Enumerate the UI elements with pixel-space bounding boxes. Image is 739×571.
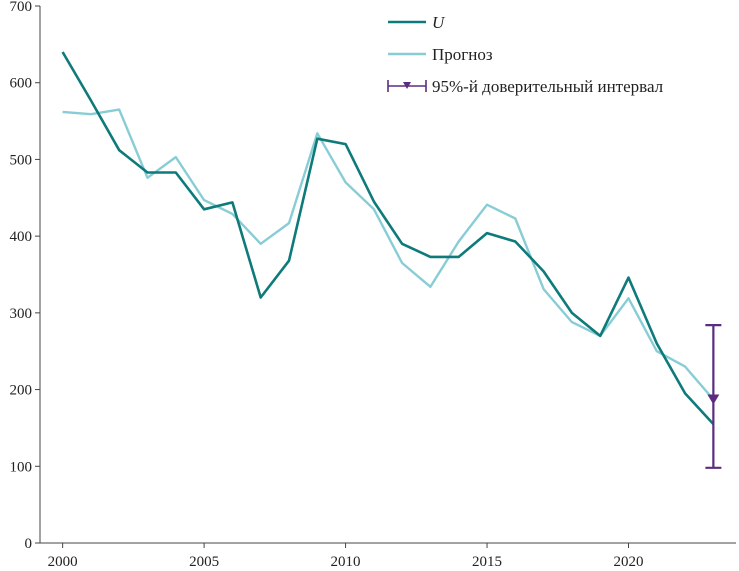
x-tick-label: 2005 <box>189 554 219 570</box>
y-tick-label: 500 <box>10 152 33 168</box>
series-layer <box>61 51 715 425</box>
legend-item-forecast: Прогноз <box>388 45 493 64</box>
y-tick-label: 200 <box>10 383 33 399</box>
series-line-u <box>61 51 715 425</box>
legend-item-interval: 95%-й доверительный интервал <box>387 77 664 96</box>
legend-label: U <box>432 13 446 32</box>
legend-label: 95%-й доверительный интервал <box>432 77 664 96</box>
legend-label: Прогноз <box>432 45 493 64</box>
series-line-forecast <box>62 108 715 401</box>
y-tick-label: 700 <box>10 0 33 15</box>
y-tick-label: 300 <box>10 306 33 322</box>
y-tick-label: 600 <box>10 76 33 92</box>
x-tick-label: 2015 <box>472 554 502 570</box>
y-tick-label: 100 <box>10 459 33 475</box>
y-tick-label: 0 <box>25 536 33 552</box>
y-tick-label: 400 <box>10 229 33 245</box>
confidence-interval <box>705 324 722 469</box>
legend: U Прогноз 95%-й доверительный интервал <box>387 13 664 96</box>
x-tick-label: 2000 <box>48 554 78 570</box>
x-tick-label: 2010 <box>331 554 361 570</box>
legend-item-u: U <box>388 13 446 32</box>
axes: 0 100 200 300 400 500 600 700 2000 2005 2010 2015 20… <box>10 0 736 570</box>
legend-swatch-marker <box>403 82 411 89</box>
x-tick-label: 2020 <box>613 554 643 570</box>
interval-point-marker <box>707 394 720 405</box>
